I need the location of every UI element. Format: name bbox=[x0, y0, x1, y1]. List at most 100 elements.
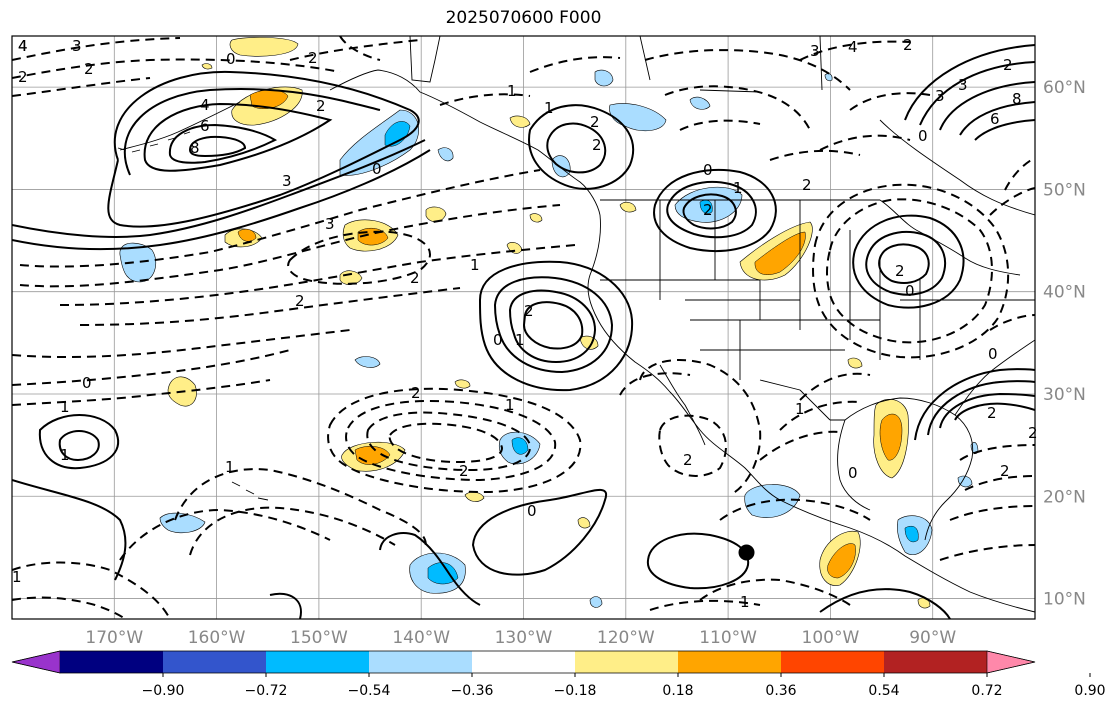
colorbar-extend-low bbox=[11, 650, 61, 674]
colorbar-segment bbox=[472, 651, 576, 673]
contour-label: 1 bbox=[60, 446, 70, 464]
colorbar-extend-high bbox=[986, 650, 1036, 674]
contour-label: 2 bbox=[18, 68, 28, 86]
lon-tick-label: 160°W bbox=[188, 628, 246, 648]
contour-label: 1 bbox=[12, 568, 22, 586]
contour-label: 0 bbox=[527, 502, 537, 520]
lon-tick-label: 140°W bbox=[392, 628, 450, 648]
lon-tick-label: 150°W bbox=[290, 628, 348, 648]
contour-label: 4 bbox=[848, 38, 858, 56]
colorbar-segment bbox=[884, 651, 988, 673]
contour-label: 2 bbox=[683, 451, 693, 469]
lon-tick-label: 120°W bbox=[597, 628, 655, 648]
contour-label: 4 bbox=[18, 37, 28, 55]
contour-label: 3 bbox=[282, 172, 292, 190]
contour-label: 1 bbox=[544, 99, 554, 117]
lat-tick-label: 30°N bbox=[1043, 385, 1086, 405]
map-frame bbox=[11, 35, 1036, 620]
contour-label: 2 bbox=[703, 201, 713, 219]
lon-tick-label: 100°W bbox=[802, 628, 860, 648]
lon-tick-label: 90°W bbox=[909, 628, 956, 648]
lon-tick-label: 130°W bbox=[495, 628, 553, 648]
colorbar-tick-label: 0.90 bbox=[1074, 683, 1105, 699]
contour-label: 2 bbox=[1000, 462, 1010, 480]
colorbar-tick-label: −0.18 bbox=[554, 683, 597, 699]
lat-tick-label: 60°N bbox=[1043, 78, 1086, 98]
contour-label: 2 bbox=[592, 136, 602, 154]
contour-label: 1 bbox=[505, 396, 515, 414]
lat-tick-label: 40°N bbox=[1043, 283, 1086, 303]
contour-label: 3 bbox=[810, 42, 820, 60]
colorbar bbox=[11, 650, 1036, 674]
colorbar-segment bbox=[266, 651, 370, 673]
contour-label: 2 bbox=[84, 60, 94, 78]
colorbar-tick-label: 0.36 bbox=[765, 683, 796, 699]
colorbar-segment bbox=[678, 651, 782, 673]
contour-label: 2 bbox=[308, 49, 318, 67]
contour-label: 2 bbox=[1003, 56, 1013, 74]
contour-label: 0 bbox=[988, 345, 998, 363]
colorbar-tick-label: 0.72 bbox=[971, 683, 1002, 699]
colorbar-tick-label: −0.72 bbox=[245, 683, 288, 699]
contour-label: 2 bbox=[411, 384, 421, 402]
negative-anomaly-core bbox=[384, 121, 919, 585]
contour-label: 3 bbox=[958, 76, 968, 94]
map-title: 2025070600 F000 bbox=[445, 8, 602, 28]
lat-tick-label: 50°N bbox=[1043, 180, 1086, 200]
contour-label: 0 bbox=[226, 50, 236, 68]
contour-label: 1 bbox=[60, 398, 70, 416]
contour-label: 2 bbox=[459, 462, 469, 480]
contour-label: 0 bbox=[703, 161, 713, 179]
graticule bbox=[12, 36, 1035, 619]
contour-label: 3 bbox=[72, 37, 82, 55]
colorbar-segment bbox=[369, 651, 473, 673]
negative-contours bbox=[12, 36, 1035, 619]
lon-tick-label: 170°W bbox=[85, 628, 143, 648]
contour-label: 1 bbox=[507, 82, 517, 100]
contour-label: 1 bbox=[733, 179, 743, 197]
contour-label: 6 bbox=[990, 110, 1000, 128]
colorbar-tick-label: −0.90 bbox=[142, 683, 185, 699]
contour-label: 2 bbox=[524, 302, 534, 320]
lat-tick-label: 20°N bbox=[1043, 487, 1086, 507]
contour-label: 1 bbox=[515, 331, 525, 349]
contour-label: 2 bbox=[895, 262, 905, 280]
colorbar-tick-label: −0.54 bbox=[348, 683, 391, 699]
colorbar-outline bbox=[11, 650, 1036, 674]
contour-label: 0 bbox=[905, 282, 915, 300]
contour-labels: 4 3 2 0 2 3 4 2 2 1 4 6 8 3 2 3 2 0 2 1 … bbox=[12, 36, 1038, 611]
colorbar-segment bbox=[575, 651, 679, 673]
contour-label: 2 bbox=[987, 404, 997, 422]
contour-label: 2 bbox=[316, 97, 326, 115]
contour-label: 0 bbox=[848, 464, 858, 482]
colorbar-tick-label: −0.36 bbox=[451, 683, 494, 699]
contour-label: 1 bbox=[470, 256, 480, 274]
colorbar-segment bbox=[60, 651, 164, 673]
contour-label: 2 bbox=[1028, 424, 1038, 442]
colorbar-segment bbox=[163, 651, 267, 673]
contour-label: 2 bbox=[802, 176, 812, 194]
colorbar-tick-label: 0.54 bbox=[868, 683, 899, 699]
contour-label: 0 bbox=[493, 331, 503, 349]
longitude-labels: 170°W 160°W 150°W 140°W 130°W 120°W 110°W 100°W… bbox=[85, 628, 956, 648]
contour-label: 3 bbox=[935, 87, 945, 105]
contour-label: 6 bbox=[200, 117, 210, 135]
contour-label: 0 bbox=[918, 127, 928, 145]
contour-label: 8 bbox=[190, 139, 200, 157]
contour-label: 0 bbox=[82, 374, 92, 392]
contour-label: 4 bbox=[200, 96, 210, 114]
contour-label: 2 bbox=[410, 269, 420, 287]
colorbar-tick-labels: −0.90 −0.72 −0.54 −0.36 −0.18 0.18 0.36 0.54 0.7… bbox=[142, 673, 1105, 699]
contour-label: 3 bbox=[325, 215, 335, 233]
latitude-labels: 60°N 50°N 40°N 30°N 20°N 10°N bbox=[1043, 78, 1086, 609]
lon-tick-label: 110°W bbox=[699, 628, 757, 648]
contour-label: 2 bbox=[903, 36, 913, 54]
contour-label: 8 bbox=[1012, 90, 1022, 108]
colorbar-tick-label: 0.18 bbox=[662, 683, 693, 699]
storm-marker bbox=[738, 544, 755, 561]
contour-label: 0 bbox=[372, 160, 382, 178]
contour-label: 2 bbox=[295, 292, 305, 310]
positive-contours bbox=[12, 44, 1035, 619]
lat-tick-label: 10°N bbox=[1043, 590, 1086, 610]
